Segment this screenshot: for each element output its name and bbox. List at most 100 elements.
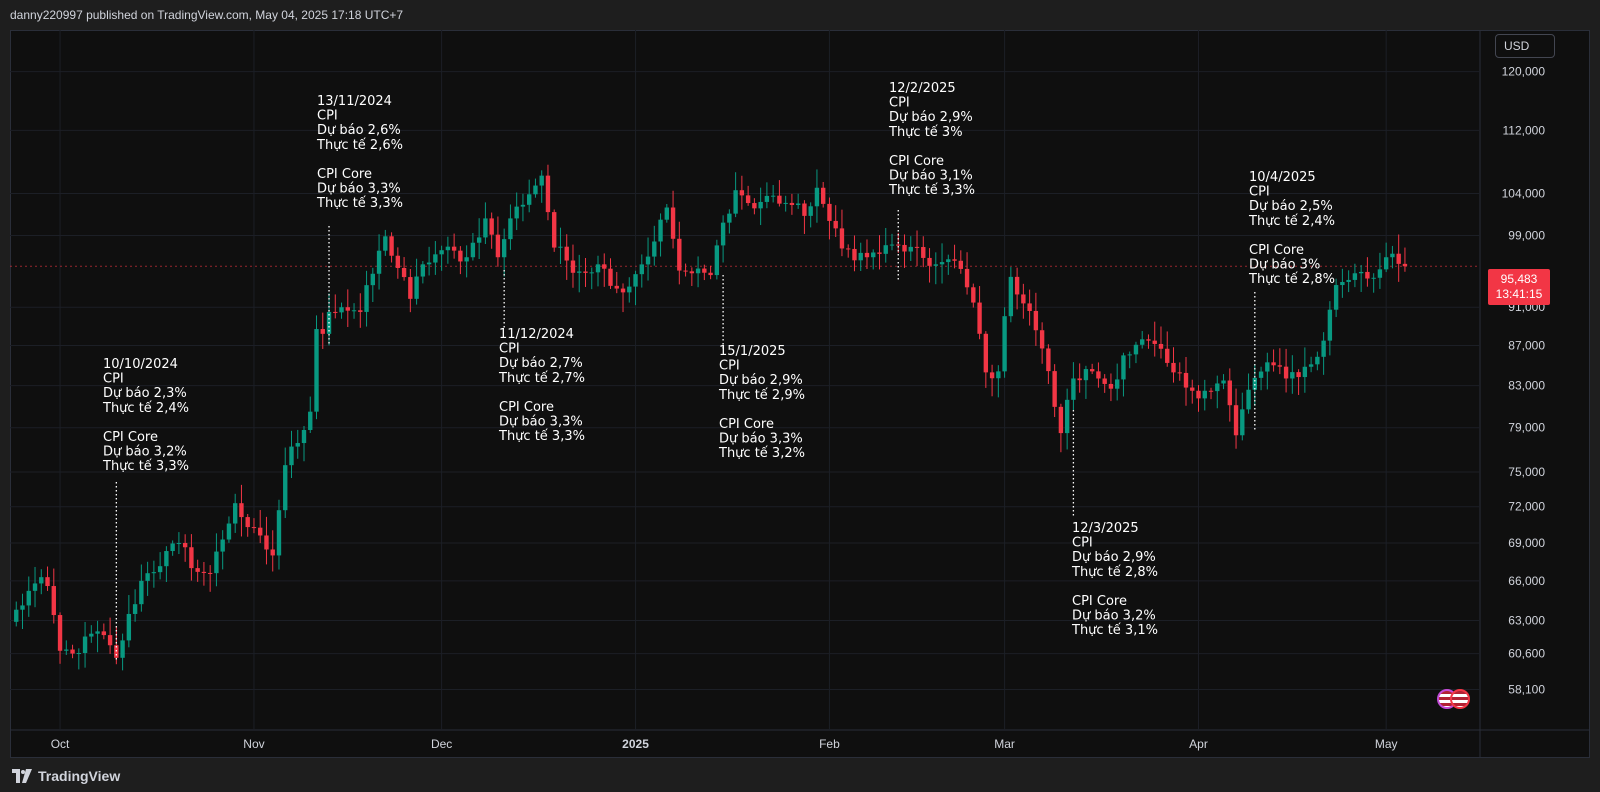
- candle-156: [983, 331, 989, 388]
- candle-85: [539, 170, 544, 203]
- time-axis[interactable]: Oct Nov Dec 2025 Feb Mar Apr May: [51, 737, 1398, 751]
- price-axis[interactable]: 120,000112,000104,00099,00091,00087,0008…: [1502, 65, 1546, 697]
- annotation-line: Thực tế 2,8%: [1248, 272, 1335, 287]
- candle-body: [508, 218, 513, 240]
- candle-17: [114, 626, 119, 665]
- y-tick-label-0: 120,000: [1502, 65, 1546, 79]
- candle-body: [952, 259, 957, 261]
- annotation-line: CPI Core: [103, 430, 158, 445]
- candle-205: [1290, 355, 1295, 394]
- candle-body: [1002, 316, 1007, 372]
- candle-body: [470, 242, 476, 258]
- candle-body: [1021, 294, 1026, 304]
- candle-70: [445, 236, 451, 264]
- x-tick-label-7: May: [1375, 737, 1398, 751]
- candle-body: [996, 371, 1001, 379]
- candle-body: [276, 510, 282, 556]
- candle-body: [583, 271, 588, 273]
- candle-154: [971, 283, 976, 308]
- candle-body: [1240, 409, 1245, 436]
- candle-body: [739, 190, 745, 196]
- candle-203: [1277, 348, 1283, 375]
- candle-body: [770, 195, 776, 197]
- candle-71: [451, 233, 457, 259]
- candle-body: [614, 285, 619, 289]
- candle-165: [1039, 322, 1045, 364]
- candles[interactable]: [14, 164, 1408, 671]
- candle-body: [1127, 354, 1132, 356]
- candle-126: [795, 193, 801, 209]
- candle-11: [76, 648, 81, 670]
- candle-8: [57, 612, 63, 664]
- candle-109: [689, 267, 695, 286]
- tradingview-logo[interactable]: TradingView: [12, 768, 120, 784]
- candle-body: [95, 631, 100, 634]
- candle-108: [683, 263, 688, 277]
- candle-219: [1377, 252, 1383, 289]
- candle-body: [45, 577, 50, 587]
- candle-167: [1052, 364, 1057, 418]
- candle-20: [132, 589, 138, 622]
- candle-body: [226, 523, 232, 540]
- candle-146: [921, 236, 926, 268]
- x-tick-label-6: Apr: [1189, 737, 1208, 751]
- candle-body: [1321, 340, 1326, 357]
- candle-body: [1265, 362, 1270, 372]
- candle-18: [120, 633, 125, 671]
- us-flag-events-icon-2[interactable]: [1450, 689, 1470, 709]
- candle-body: [1039, 330, 1045, 349]
- candle-151: [952, 244, 957, 269]
- candle-body: [1183, 372, 1189, 388]
- candle-210: [1321, 332, 1326, 375]
- candle-63: [401, 257, 407, 281]
- candle-95: [602, 253, 607, 287]
- candle-body: [514, 206, 519, 219]
- candle-213: [1340, 268, 1345, 298]
- candle-137: [864, 239, 870, 269]
- candle-32: [207, 565, 213, 592]
- candle-body: [958, 260, 963, 269]
- candle-body: [1290, 372, 1295, 379]
- candle-body: [1108, 383, 1114, 389]
- candle-131: [827, 197, 832, 240]
- annotation-line: CPI Core: [889, 154, 944, 169]
- candle-49: [314, 315, 319, 420]
- candle-body: [220, 539, 225, 552]
- y-tick-label-6: 83,000: [1508, 379, 1545, 393]
- candle-19: [126, 595, 132, 648]
- candle-155: [977, 286, 982, 340]
- candle-body: [1190, 387, 1195, 391]
- annotation-line: CPI Core: [1249, 243, 1304, 258]
- candle-50: [320, 312, 325, 349]
- candle-body: [1296, 372, 1301, 378]
- candle-body: [1089, 369, 1095, 372]
- candle-5: [39, 569, 44, 595]
- candle-222: [1396, 234, 1401, 282]
- candle-body: [602, 264, 607, 269]
- candle-143: [902, 234, 907, 268]
- candle-body: [652, 241, 657, 257]
- candle-128: [808, 202, 813, 228]
- candle-body: [896, 244, 901, 246]
- candle-27: [176, 532, 182, 555]
- y-tick-label-8: 75,000: [1508, 465, 1545, 479]
- candle-29: [189, 534, 194, 581]
- candle-body: [758, 201, 763, 209]
- chart-frame[interactable]: [10, 30, 1590, 758]
- candle-116: [733, 172, 738, 218]
- candle-9: [64, 640, 69, 655]
- annotation-line: Thực tế 3,3%: [102, 459, 189, 474]
- x-tick-label-4: Feb: [819, 737, 840, 751]
- grid: [10, 30, 1590, 758]
- candle-body: [645, 256, 651, 265]
- candle-body: [195, 568, 200, 572]
- candle-107: [677, 221, 682, 285]
- candle-200: [1258, 366, 1264, 391]
- candle-76: [483, 202, 488, 245]
- candle-body: [539, 175, 544, 186]
- currency-button[interactable]: USD: [1495, 34, 1555, 58]
- y-tick-label-1: 112,000: [1503, 123, 1546, 137]
- candle-body: [251, 527, 257, 529]
